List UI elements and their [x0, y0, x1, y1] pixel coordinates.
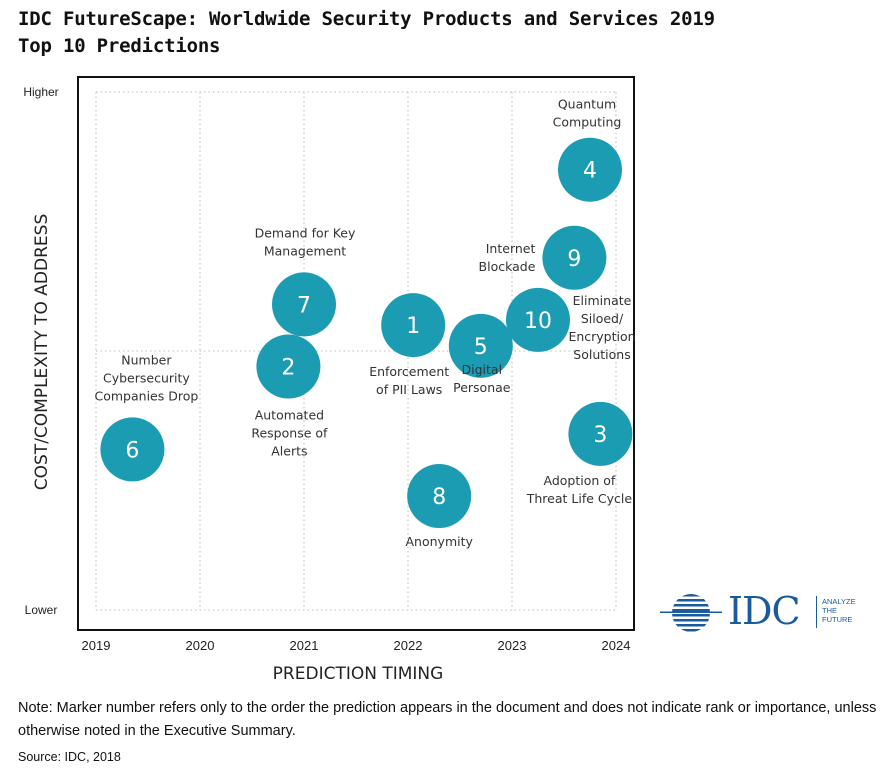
- idc-logo: IDC ANALYZE THE FUTURE: [660, 589, 870, 636]
- point-label: Encryption: [568, 329, 635, 344]
- bubble-marker: 10: [524, 309, 552, 334]
- x-tick-label: 2019: [82, 638, 111, 653]
- y-tick-label: Lower: [25, 603, 58, 617]
- point-label: Demand for Key: [255, 225, 356, 240]
- bubble: [407, 464, 472, 529]
- logo-tagline-2: THE: [822, 606, 837, 615]
- x-tick-label: 2021: [290, 638, 319, 653]
- scatter-chart: 2019 2020 2021 2022 2023 2024 Lower Higher PRED…: [23, 76, 636, 684]
- bubble: [542, 225, 607, 290]
- data-point-10: 10 Eliminate Siloed/Encryption Solutions: [506, 287, 636, 362]
- bubble-marker: 4: [583, 159, 597, 184]
- point-label: Digital: [462, 362, 503, 377]
- point-label: Cybersecurity: [103, 370, 190, 385]
- data-point-7: 7 Demand for Key Management: [255, 225, 356, 337]
- y-axis-label: COST/COMPLEXITY TO ADDRESS: [32, 214, 52, 490]
- data-point-2: 2 Automated Response of Alerts: [251, 334, 328, 459]
- logo-tagline-1: ANALYZE: [822, 597, 856, 606]
- point-label: Anonymity: [406, 534, 474, 549]
- point-label: Automated: [255, 408, 324, 423]
- bubble-marker: 7: [297, 293, 311, 318]
- logo-wordmark: IDC: [728, 589, 801, 633]
- bubble-marker: 5: [474, 335, 488, 360]
- bubble-marker: 9: [567, 247, 581, 272]
- points-layer: 1 Enforcement of PII Laws 2 Automated Respons…: [95, 97, 636, 549]
- globe-icon: [660, 594, 722, 632]
- data-point-6: 6 Number Cybersecurity Companies Drop: [95, 352, 199, 482]
- logo-divider: [816, 596, 817, 628]
- x-axis-label: PREDICTION TIMING: [273, 664, 444, 684]
- point-label: Companies Drop: [95, 388, 199, 403]
- point-label: Blockade: [479, 259, 536, 274]
- bubble: [558, 137, 622, 202]
- bubble: [506, 287, 570, 352]
- bubble: [272, 272, 336, 337]
- bubble-marker: 1: [406, 314, 420, 339]
- point-label: Adoption of: [543, 473, 615, 488]
- x-tick-label: 2023: [498, 638, 527, 653]
- point-label: Eliminate: [573, 293, 632, 308]
- point-label: Threat Life Cycle: [526, 491, 633, 506]
- x-tick-label: 2020: [186, 638, 215, 653]
- bubble: [448, 313, 513, 378]
- bubble: [100, 417, 165, 482]
- source-line: Source: IDC, 2018: [18, 750, 121, 764]
- point-label: Number: [121, 352, 172, 367]
- data-point-8: 8 Anonymity: [406, 464, 474, 549]
- bubble: [381, 293, 446, 358]
- chart-title: IDC FutureScape: Worldwide Security Prod…: [18, 6, 715, 60]
- chart-title-line1: IDC FutureScape: Worldwide Security Prod…: [18, 8, 715, 30]
- chart-title-line2: Top 10 Predictions: [18, 35, 221, 57]
- point-label: Internet: [486, 241, 536, 256]
- bubble-marker: 2: [281, 356, 295, 381]
- footnote: Note: Marker number refers only to the o…: [18, 700, 877, 739]
- data-point-3: 3 Adoption of Threat Life Cycle: [526, 401, 633, 506]
- x-tick-label: 2022: [394, 638, 423, 653]
- logo-tagline: ANALYZE THE FUTURE: [822, 597, 856, 624]
- bubble-marker: 3: [593, 423, 607, 448]
- point-label: Management: [264, 243, 346, 258]
- bubble-marker: 6: [125, 438, 139, 463]
- logo-tagline-3: FUTURE: [822, 615, 853, 624]
- point-label: Alerts: [271, 444, 307, 459]
- bubble-marker: 8: [432, 485, 446, 510]
- point-label: Computing: [553, 115, 622, 130]
- point-label: of PII Laws: [376, 382, 442, 397]
- point-label: Quantum: [558, 97, 616, 112]
- data-point-4: 4 Quantum Computing: [553, 97, 622, 202]
- point-label: Personae: [453, 380, 511, 395]
- tick-layer: 2019 2020 2021 2022 2023 2024 Lower Higher: [23, 85, 630, 653]
- bubble: [256, 334, 321, 399]
- point-label: Siloed/: [581, 311, 624, 326]
- y-tick-label: Higher: [23, 85, 58, 99]
- x-tick-label: 2024: [602, 638, 631, 653]
- data-point-5: 5 Digital Personae: [448, 313, 513, 395]
- data-point-1: 1 Enforcement of PII Laws: [369, 293, 449, 397]
- point-label: Solutions: [573, 347, 630, 362]
- point-label: Response of: [251, 426, 328, 441]
- plot-frame: [77, 76, 635, 631]
- bubble: [568, 401, 633, 466]
- point-label: Enforcement: [369, 364, 449, 379]
- data-point-9: 9 Internet Blockade: [479, 225, 607, 290]
